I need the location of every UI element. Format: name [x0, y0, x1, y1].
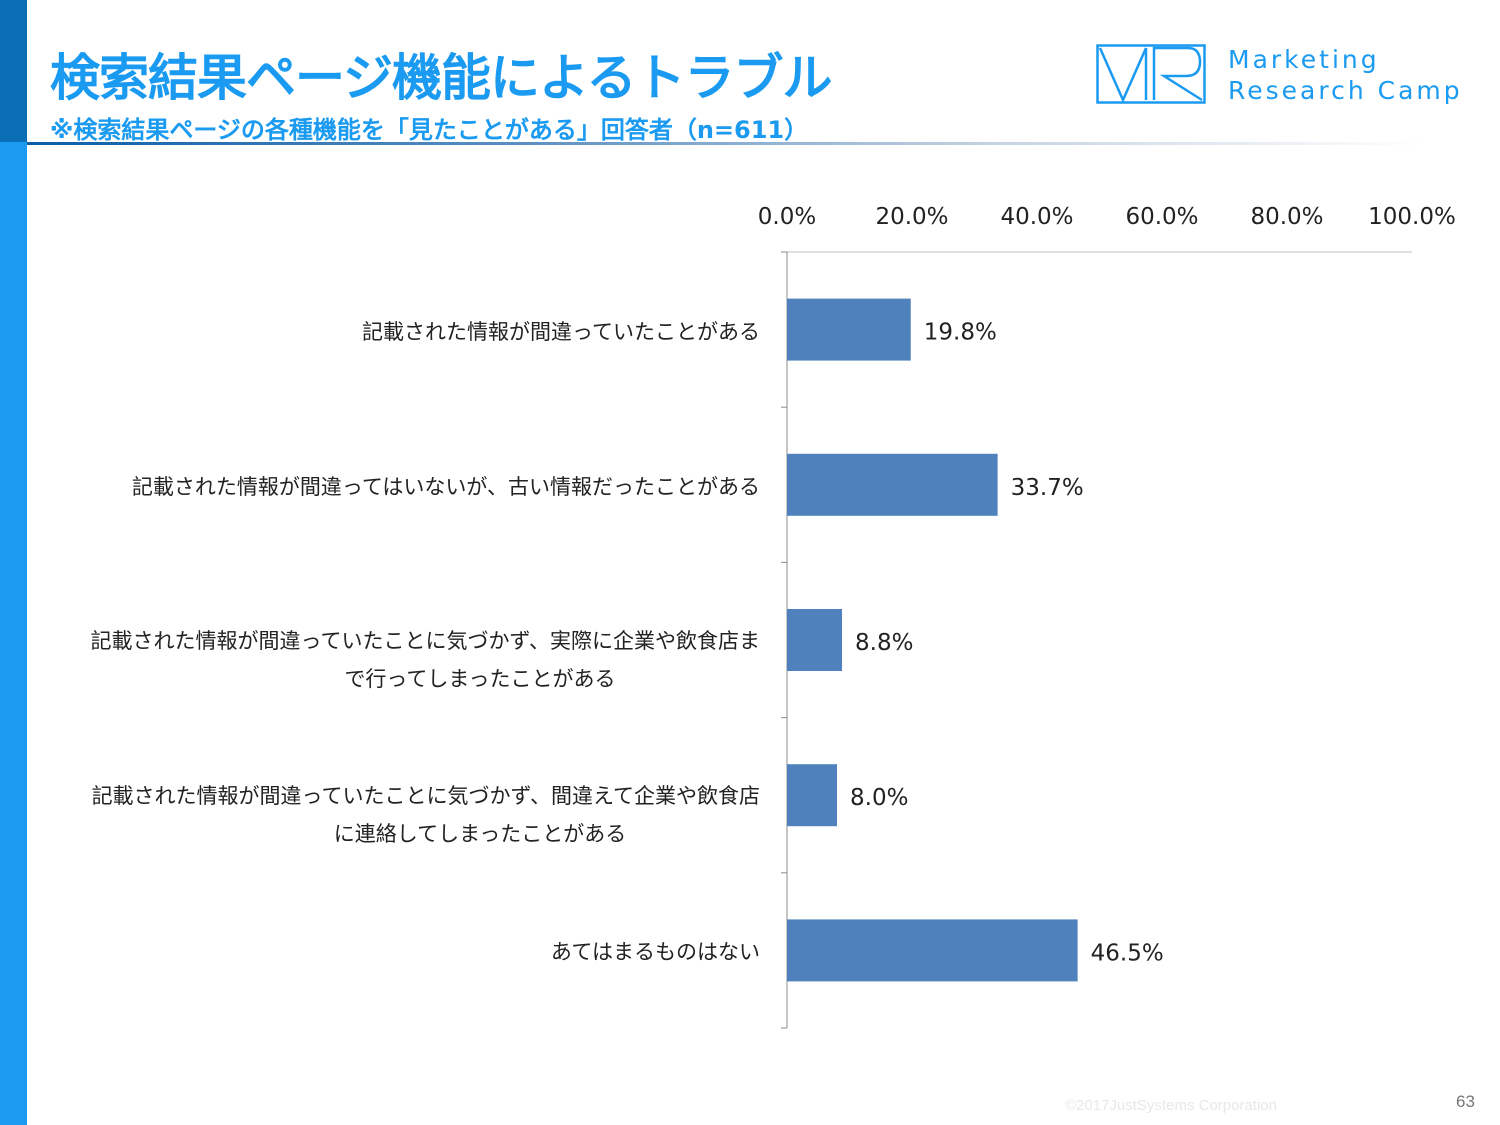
logo-m-stroke [1098, 47, 1148, 104]
x-tick-label: 40.0% [1000, 204, 1073, 230]
bar [787, 453, 998, 516]
x-tick-label: 0.0% [758, 204, 816, 230]
logo-mark [1096, 44, 1206, 104]
logo-text-line2: Research Camp [1228, 76, 1463, 105]
bar [787, 298, 911, 361]
page-subtitle: ※検索結果ページの各種機能を「見たことがある」回答者（n=611） [50, 116, 809, 144]
bar [787, 919, 1078, 982]
side-accent-bar [0, 142, 27, 1125]
x-tick-label: 100.0% [1368, 204, 1456, 230]
category-label-line: あてはまるものはない [550, 940, 760, 965]
category-label-line: 記載された情報が間違っていたことがある [362, 319, 760, 344]
category-label-line: 記載された情報が間違っていたことに気づかず、実際に企業や飲食店ま [90, 629, 760, 653]
data-label: 8.0% [850, 785, 908, 811]
data-label: 33.7% [1011, 475, 1084, 501]
x-tick-label: 20.0% [875, 204, 948, 230]
category-label-line: 記載された情報が間違っていたことに気づかず、間違えて企業や飲食店 [91, 784, 760, 809]
category-label: 記載された情報が間違ってはいないが、古い情報だったことがある [60, 468, 760, 506]
logo-text-line1: Marketing [1228, 45, 1380, 74]
category-label: 記載された情報が間違っていたことに気づかず、実際に企業や飲食店まで行ってしまった… [60, 622, 760, 698]
page-title: 検索結果ページ機能によるトラブル [50, 49, 832, 107]
logo-frame [1096, 44, 1206, 104]
x-tick-label: 60.0% [1125, 204, 1198, 230]
data-label: 8.8% [855, 630, 913, 656]
copyright: ©2017JustSystems Corporation [1065, 1097, 1277, 1114]
category-label-line: 記載された情報が間違ってはいないが、古い情報だったことがある [131, 474, 760, 499]
category-label: あてはまるものはない [60, 933, 760, 971]
bar [787, 764, 837, 827]
category-label-line: に連絡してしまったことがある [333, 822, 627, 847]
header-divider [27, 142, 1427, 145]
category-label-line: で行ってしまったことがある [344, 667, 616, 691]
data-label: 19.8% [924, 320, 997, 346]
logo-r-stroke [1152, 46, 1203, 102]
page-number: 63 [1456, 1092, 1475, 1111]
data-label: 46.5% [1091, 940, 1164, 966]
category-label: 記載された情報が間違っていたことに気づかず、間違えて企業や飲食店に連絡してしまっ… [60, 777, 760, 853]
side-accent-bar-top [0, 0, 27, 142]
category-label: 記載された情報が間違っていたことがある [60, 313, 760, 351]
x-tick-label: 80.0% [1250, 204, 1323, 230]
bar [787, 609, 842, 671]
